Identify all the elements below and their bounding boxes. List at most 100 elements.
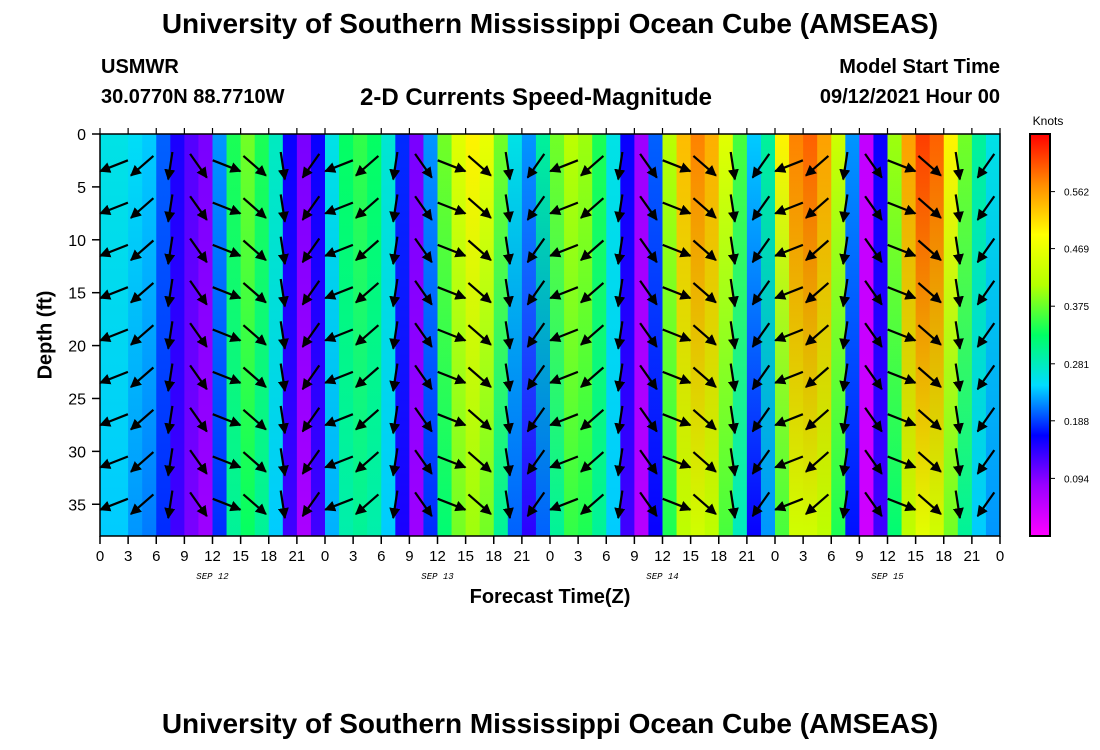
current-arrow	[976, 364, 996, 391]
current-arrow	[917, 239, 942, 262]
current-arrow	[130, 451, 155, 473]
current-arrow	[212, 328, 242, 342]
current-arrow	[580, 366, 605, 388]
current-arrow	[467, 451, 492, 473]
current-arrow	[189, 449, 208, 475]
current-arrow	[437, 201, 467, 215]
current-arrow	[952, 363, 964, 393]
current-arrow	[301, 153, 321, 179]
x-tick-label: 18	[260, 548, 277, 565]
heatmap-cell	[367, 134, 382, 536]
heatmap-cell	[479, 134, 495, 536]
current-arrow	[727, 448, 739, 477]
current-arrow	[839, 490, 851, 520]
current-arrow	[355, 451, 380, 473]
heatmap-cell	[690, 134, 706, 536]
current-arrow	[614, 236, 626, 266]
x-tick-label: 6	[602, 548, 610, 565]
x-tick-label: 12	[429, 548, 446, 565]
current-arrow	[614, 151, 626, 181]
current-arrow	[324, 159, 354, 173]
x-tick-label: 9	[630, 548, 638, 565]
current-arrow	[277, 194, 289, 223]
current-arrow	[805, 197, 830, 219]
current-arrow	[526, 407, 546, 433]
current-arrow	[580, 239, 605, 262]
model-start-time: 09/12/2021 Hour 00	[819, 86, 1000, 108]
heatmap-cell	[268, 134, 284, 536]
current-arrow	[355, 324, 380, 346]
current-arrow	[805, 451, 830, 473]
current-arrow	[277, 405, 289, 435]
current-arrow	[805, 493, 830, 515]
current-arrow	[952, 490, 964, 520]
current-arrow	[864, 195, 883, 221]
current-arrow	[526, 280, 546, 306]
current-arrow	[130, 408, 155, 431]
current-arrow	[164, 321, 176, 350]
current-arrow	[242, 408, 267, 431]
x-tick-label: 18	[710, 548, 727, 565]
current-arrow	[839, 278, 851, 308]
current-arrow	[580, 155, 605, 177]
current-arrow	[549, 201, 579, 215]
current-arrow	[502, 236, 514, 266]
current-arrow	[414, 237, 433, 264]
heatmap-cell	[521, 134, 537, 536]
current-arrow	[662, 497, 692, 512]
current-arrow	[839, 151, 851, 181]
y-tick-label: 15	[68, 286, 86, 303]
current-arrow	[580, 493, 605, 515]
current-arrow	[389, 194, 401, 223]
x-tick-label: 21	[514, 548, 531, 565]
current-arrow	[639, 237, 658, 264]
current-arrow	[774, 286, 804, 300]
current-arrow	[952, 321, 964, 350]
heatmap-cell	[423, 134, 439, 536]
current-arrow	[130, 239, 155, 262]
current-arrow	[502, 363, 514, 393]
current-arrow	[662, 455, 692, 469]
current-arrow	[355, 239, 380, 262]
current-arrow	[549, 370, 579, 385]
y-tick-label: 35	[68, 497, 86, 514]
heatmap-cell	[746, 134, 762, 536]
current-arrow	[277, 490, 289, 520]
current-arrow	[751, 195, 771, 221]
current-arrow	[839, 321, 851, 350]
heatmap-cell	[535, 134, 551, 536]
current-arrow	[887, 159, 917, 173]
current-arrow	[164, 448, 176, 477]
current-arrow	[164, 151, 176, 181]
x-tick-label: 15	[232, 548, 249, 565]
current-arrow	[692, 324, 717, 346]
current-arrow	[887, 497, 917, 512]
heatmap-cell	[310, 134, 326, 536]
x-axis: 0 3 6 9 12 15 18 21 0 3 6 9 12 15 18 21 0 3 6 9 12 15 18 21 0 3 6 9…	[96, 128, 1004, 582]
current-arrow	[917, 451, 942, 473]
current-arrow	[277, 321, 289, 350]
current-arrow	[189, 237, 208, 264]
current-arrow	[389, 363, 401, 393]
heatmap-cell	[198, 134, 214, 536]
current-arrow	[164, 236, 176, 266]
current-arrow	[242, 197, 267, 219]
current-arrow	[277, 448, 289, 477]
current-arrow	[751, 449, 771, 475]
current-arrow	[212, 455, 242, 469]
colorbar-scale	[1029, 133, 1051, 537]
current-arrow	[164, 278, 176, 308]
current-arrow	[437, 286, 467, 300]
current-arrow	[242, 282, 267, 304]
current-arrow	[976, 449, 996, 475]
heatmap-cell	[718, 134, 734, 536]
current-arrow	[727, 490, 739, 520]
current-arrow	[864, 153, 883, 179]
current-arrow	[614, 321, 626, 350]
current-arrow	[389, 151, 401, 181]
current-arrow	[917, 366, 942, 388]
heatmap-cell	[971, 134, 987, 536]
current-arrow	[189, 364, 208, 391]
current-arrow	[212, 370, 242, 385]
